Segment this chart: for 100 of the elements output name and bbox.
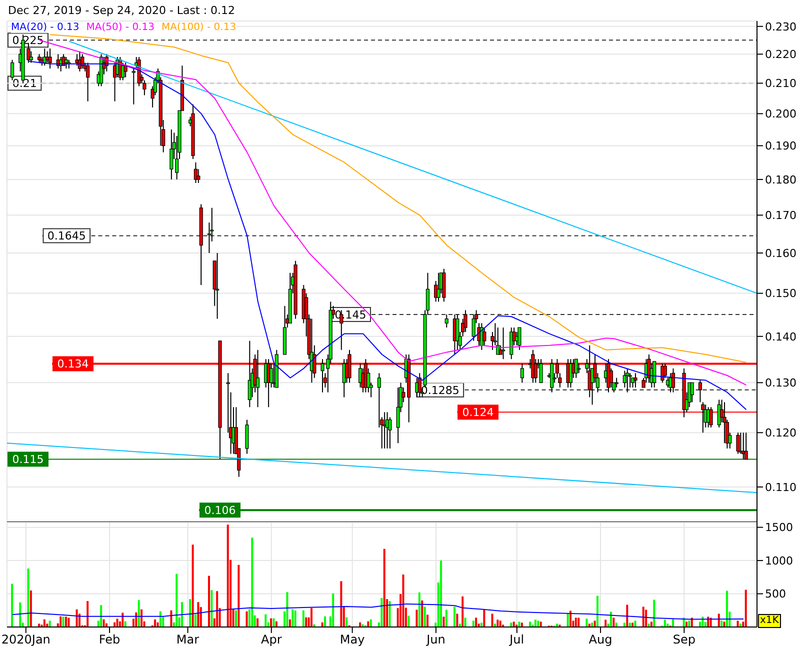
bar [140,609,143,627]
bar [324,616,326,627]
bar [170,610,172,627]
y-tick-label: 1500 [765,521,793,534]
bar [76,609,78,627]
bar [102,619,105,627]
chart-title: Dec 27, 2019 - Sep 24, 2020 - Last : 0.12 [8,4,236,17]
bar [499,620,502,627]
candlestick [464,310,468,332]
candlestick [609,368,613,388]
bar [642,606,644,627]
bar [744,590,747,627]
y-tick-label: 0.110 [765,480,796,494]
bar [586,618,588,627]
bar [518,622,520,627]
bar [623,622,626,627]
line-series [12,603,744,620]
bar [194,614,196,627]
bar [570,610,572,627]
candlestick [482,327,486,346]
y-tick-label: 0.190 [765,140,796,153]
bar [566,614,569,627]
bar [138,600,140,627]
bar [534,620,536,627]
bar [645,610,648,627]
bar [189,599,192,627]
bar [591,622,594,627]
bar [421,600,424,627]
bar [270,618,272,627]
bar [483,610,486,627]
bar [578,618,580,627]
candlestick [377,372,381,428]
bar [718,614,720,627]
bar [302,610,304,627]
candlestick [124,62,128,78]
bar [604,620,607,627]
bar [11,584,14,627]
bar [529,622,532,627]
bar [688,620,690,627]
candlestick [531,349,535,384]
y-tick-label: 0.200 [765,108,796,121]
bar [264,614,267,627]
y-tick-label: 0.180 [765,173,796,186]
bar [159,611,162,627]
text: MA(20) - 0.13 [11,22,80,33]
bar [440,560,442,627]
bar [628,622,631,627]
ref-line-label: 0.1645 [47,230,86,243]
candlestick [456,314,460,350]
candlestick [614,377,618,388]
bar [612,618,615,627]
candlestick [520,363,524,384]
bar [416,610,418,627]
candlestick [348,349,352,384]
bar [251,538,254,627]
x-tick-label: 2020Jan [1,632,50,647]
bar [424,606,426,627]
y-tick-label: 0.120 [765,426,796,440]
bar [537,620,540,627]
bar [370,619,372,627]
candlestick [701,402,705,434]
x-tick-label: May [340,632,365,647]
ref-line-label: 0.106 [204,504,236,518]
bar [208,576,210,627]
ref-line-label: 0.115 [12,453,44,466]
bar [418,592,420,627]
bar [346,617,348,627]
bar [672,618,674,627]
bar [210,590,213,627]
y-tick-label: 0.150 [765,287,796,300]
bar [30,590,32,627]
x-tick-label: Feb [98,632,120,647]
y-tick-label: 0.140 [765,330,796,344]
bar [116,618,118,627]
bar [288,619,291,627]
bar [653,600,656,627]
candlestick [626,368,630,393]
candlestick [245,419,249,454]
bar [380,598,383,627]
bar [402,574,404,627]
bar [512,622,515,627]
bar [456,614,458,627]
bar [480,622,482,627]
y-tick-label: 0.210 [765,77,796,90]
bar [340,581,342,627]
bar [122,612,124,627]
candlestick [577,363,581,374]
candlestick [671,368,676,393]
bar [272,618,275,627]
candlestick [266,358,270,408]
bar [100,605,102,627]
bar [464,618,466,627]
x-tick-label: Jul [508,632,524,647]
bar [445,610,448,627]
x-tick-label: Aug [588,632,612,647]
bar [574,618,577,627]
candlestick [196,168,200,184]
bar [736,620,739,627]
x-tick-label: Mar [176,632,200,647]
bar [594,620,596,627]
